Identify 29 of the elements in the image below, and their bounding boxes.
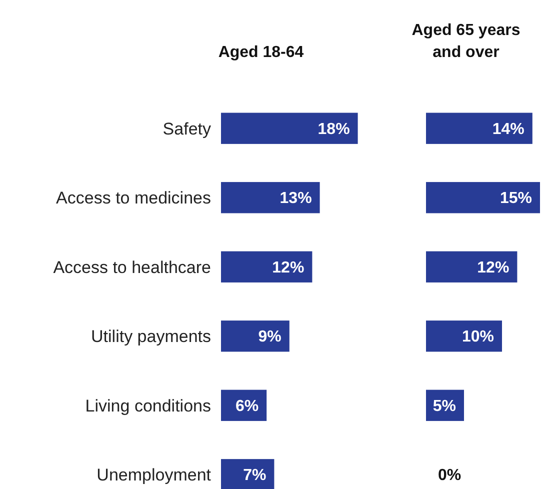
data-label: 12%: [477, 259, 510, 276]
bar: [426, 320, 502, 352]
data-label: 13%: [280, 190, 312, 208]
data-label: 15%: [500, 190, 532, 208]
data-label: 12%: [272, 259, 304, 276]
y-tick-label: Access to healthcare: [53, 258, 211, 277]
bar: [221, 459, 274, 489]
bar: [221, 112, 358, 144]
data-label: 10%: [462, 328, 494, 346]
data-label: 18%: [318, 120, 350, 138]
bar: [221, 182, 320, 214]
bar: [426, 112, 532, 144]
data-label: 0%: [438, 467, 462, 484]
data-label: 6%: [235, 398, 259, 415]
data-label: 7%: [243, 467, 266, 484]
data-label: 14%: [492, 120, 524, 138]
y-tick-label: Unemployment: [96, 466, 212, 485]
bar: [221, 320, 290, 352]
bar: [426, 251, 518, 282]
bar: [221, 251, 312, 282]
y-tick-label: Safety: [162, 119, 212, 138]
y-tick-label: Access to medicines: [56, 188, 211, 208]
y-tick-label: Utility payments: [91, 327, 211, 346]
data-label: 9%: [258, 328, 282, 346]
chart-title: Aged 65 years and over: [412, 22, 520, 61]
chart-title: Aged 18-64: [218, 44, 304, 61]
y-tick-label: Living conditions: [85, 396, 211, 416]
data-label: 5%: [432, 398, 456, 415]
bar: [426, 182, 540, 214]
